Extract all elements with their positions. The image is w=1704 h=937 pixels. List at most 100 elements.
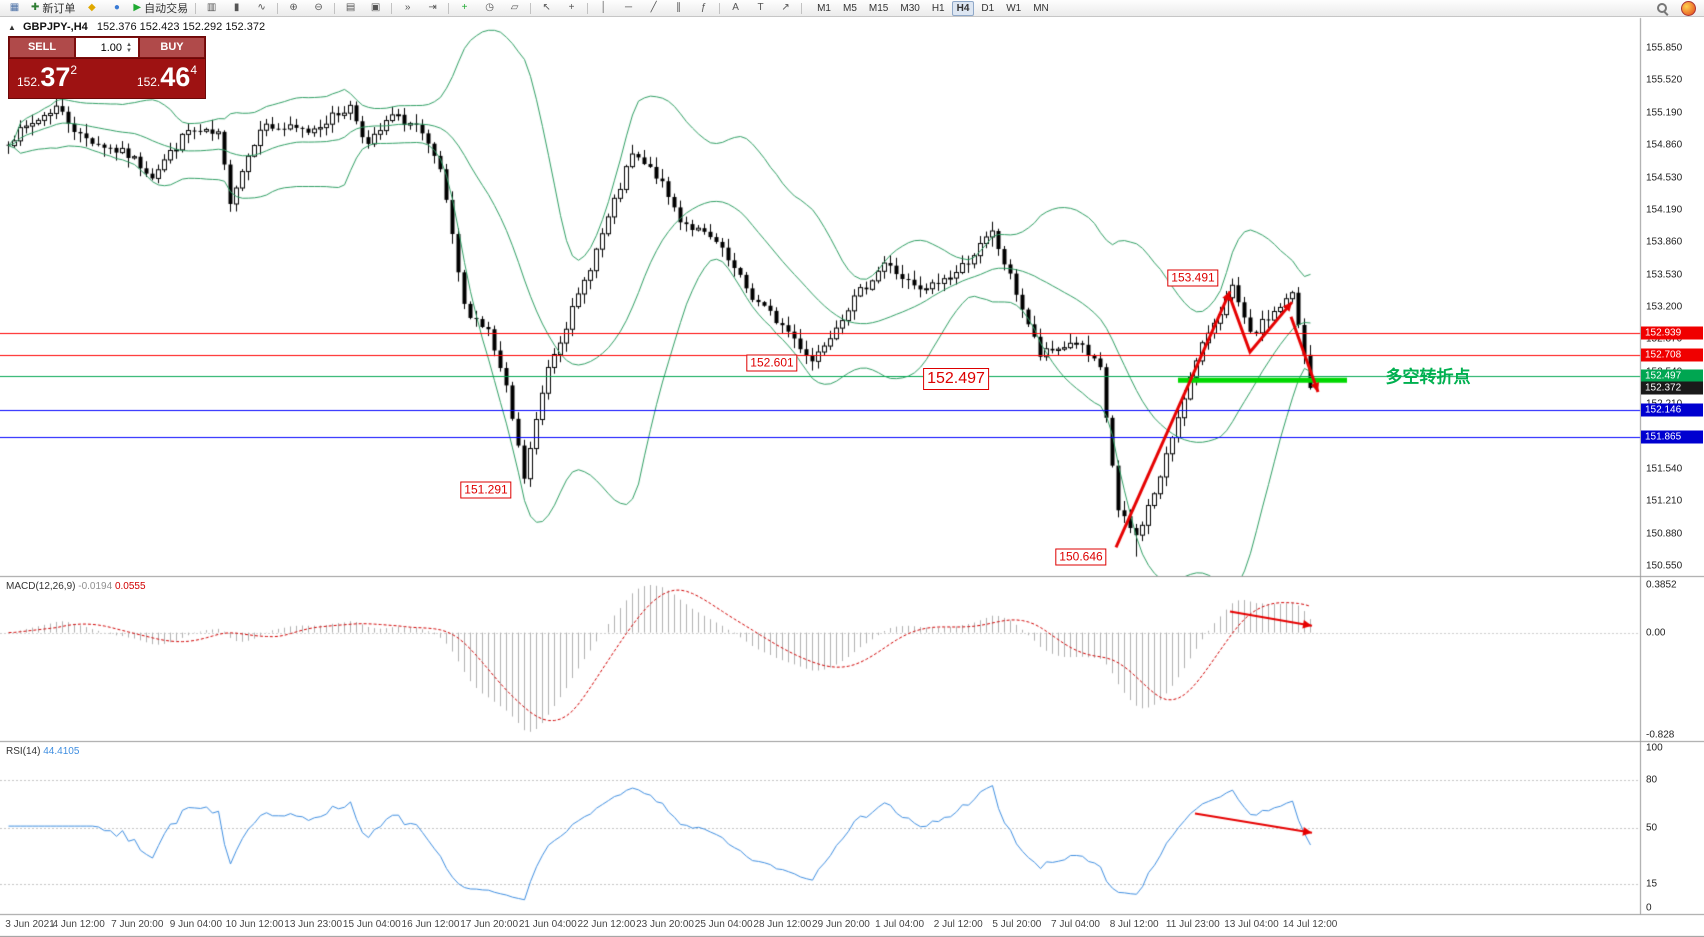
rsi-axis-label: 15: [1646, 878, 1658, 890]
fibonacci-icon[interactable]: ƒ: [692, 1, 715, 16]
price-callout[interactable]: 151.291: [460, 481, 512, 499]
main-toolbar: ▦ ✚ 新订单 ◆ ● ▶ 自动交易 ▥ ▮ ∿ ⊕ ⊖ ▤ ▣» ⇥ + ◷ ▱ ↖ + │ ─ ╱ ∥ ƒ A T ↗ M1 M5 M1…: [0, 0, 1704, 17]
price-axis-tick: 155.850: [1646, 42, 1683, 54]
horizontal-line-icon-glyph: ─: [625, 2, 633, 13]
rsi-axis-label: 0: [1646, 902, 1652, 914]
buy-price[interactable]: 152.464: [137, 62, 197, 93]
date-label: 21 Jun 04:00: [518, 919, 577, 930]
rsi-value: 44.4105: [43, 746, 80, 757]
zoom-out-icon[interactable]: ⊖: [307, 1, 330, 16]
sell-button[interactable]: SELL: [9, 37, 75, 58]
community-icon[interactable]: ●: [105, 1, 128, 16]
indicators-icon-glyph: +: [461, 2, 468, 13]
crosshair-icon[interactable]: +: [560, 1, 583, 16]
price-axis-tick: 153.200: [1646, 301, 1683, 313]
zoom-in-icon[interactable]: ⊕: [282, 1, 305, 16]
cascade-windows-icon[interactable]: ▣: [364, 1, 387, 16]
bars-chart-icon-glyph: ▥: [206, 2, 217, 13]
label-icon[interactable]: T: [749, 1, 772, 16]
timeframe-button-m30[interactable]: M30: [900, 2, 920, 14]
timeframe-button-w1[interactable]: W1: [1006, 2, 1022, 14]
date-label: 11 Jul 23:00: [1165, 919, 1220, 930]
macd-signal-value: 0.0555: [114, 581, 146, 592]
line-chart-icon[interactable]: ∿: [250, 1, 273, 16]
date-label: 13 Jun 23:00: [284, 919, 343, 930]
price-axis-tick: 153.530: [1646, 269, 1683, 281]
sell-price-sup: 2: [70, 63, 78, 77]
date-label: 13 Jul 04:00: [1224, 919, 1279, 930]
chart-window-icon[interactable]: ▦: [3, 1, 26, 16]
chart-window-icon-glyph: ▦: [9, 2, 20, 13]
timeframe-button-h4[interactable]: H4: [951, 0, 975, 16]
price-callout[interactable]: 152.497: [923, 368, 989, 391]
price-tag: 151.865: [1641, 430, 1703, 444]
auto-scroll-icon[interactable]: »: [396, 1, 419, 16]
rsi-name: RSI(14): [6, 746, 41, 757]
buy-price-big: 46: [160, 62, 191, 92]
templates-icon[interactable]: ▱: [503, 1, 526, 16]
volume-spinner[interactable]: ▲ ▼: [124, 42, 134, 54]
candles-chart-icon[interactable]: ▮: [225, 1, 248, 16]
candles-chart-icon-glyph: ▮: [233, 2, 240, 13]
new-order-button[interactable]: ✚ 新订单: [28, 1, 78, 16]
date-label: 23 Jun 20:00: [636, 919, 694, 930]
timeframe-button-h1[interactable]: H1: [931, 2, 945, 14]
one-click-collapse-icon[interactable]: ▲: [8, 23, 16, 32]
one-click-trading-panel: SELL ▲ ▼ BUY 152.372 152.464: [8, 36, 206, 99]
date-label: 2 Jul 12:00: [933, 919, 983, 930]
date-label: 28 Jun 12:00: [753, 919, 812, 930]
date-label: 29 Jun 20:00: [812, 919, 870, 930]
trendline-icon[interactable]: ╱: [642, 1, 665, 16]
arrows-tool-icon[interactable]: ↗: [774, 1, 797, 16]
indicators-icon[interactable]: +: [453, 1, 476, 16]
volume-stepper[interactable]: ▲ ▼: [75, 37, 139, 58]
channel-icon-glyph: ∥: [676, 2, 682, 13]
price-callout[interactable]: 150.646: [1055, 548, 1107, 566]
price-tag: 152.497: [1641, 369, 1703, 383]
metaeditor-icon[interactable]: ◆: [80, 1, 103, 16]
sell-price[interactable]: 152.372: [17, 62, 77, 93]
timeframe-button-m1[interactable]: M1: [817, 2, 831, 14]
bars-chart-icon[interactable]: ▥: [200, 1, 223, 16]
price-axis-tick: 154.860: [1646, 139, 1683, 151]
cascade-windows-icon-glyph: ▣: [370, 2, 381, 13]
timeframe-switcher: M1 M5 M15 M30 H1 H4 D1 W1 MN: [811, 0, 1055, 16]
chart-shift-icon[interactable]: ⇥: [421, 1, 444, 16]
search-icon[interactable]: [1656, 2, 1669, 15]
toolbar-separator: [334, 2, 336, 14]
autotrading-button[interactable]: ▶ 自动交易: [130, 1, 191, 16]
macd-axis-label: 0.00: [1646, 627, 1666, 639]
rsi-axis-label: 80: [1646, 774, 1658, 786]
rsi-axis-label: 50: [1646, 822, 1658, 834]
community-icon-glyph: ●: [113, 2, 120, 13]
price-axis-tick: 154.190: [1646, 204, 1683, 216]
price-axis-tick: 153.860: [1646, 236, 1683, 248]
periods-icon[interactable]: ◷: [478, 1, 501, 16]
timeframe-button-m15[interactable]: M15: [868, 2, 889, 14]
volume-up-icon[interactable]: ▲: [126, 41, 132, 48]
date-label: 14 Jul 12:00: [1282, 919, 1338, 930]
price-callout[interactable]: 152.601: [746, 354, 798, 372]
horizontal-line-icon[interactable]: ─: [617, 1, 640, 16]
timeframe-button-d1[interactable]: D1: [981, 2, 995, 14]
buy-button[interactable]: BUY: [139, 37, 205, 58]
fibonacci-icon-glyph: ƒ: [700, 2, 707, 13]
zoom-in-icon-glyph: ⊕: [289, 2, 298, 13]
timeframe-button-mn[interactable]: MN: [1033, 2, 1049, 14]
user-avatar-icon[interactable]: [1681, 0, 1696, 16]
price-tag: 152.372: [1641, 381, 1703, 395]
channel-icon[interactable]: ∥: [667, 1, 690, 16]
volume-input[interactable]: [76, 41, 124, 54]
price-callout[interactable]: 153.491: [1167, 269, 1219, 287]
timeframe-button-m5[interactable]: M5: [843, 2, 857, 14]
vertical-line-icon[interactable]: │: [592, 1, 615, 16]
cursor-icon[interactable]: ↖: [535, 1, 558, 16]
price-tag: 152.939: [1641, 326, 1703, 339]
turning-point-annotation[interactable]: 多空转折点: [1385, 367, 1471, 387]
tile-windows-icon[interactable]: ▤: [339, 1, 362, 16]
autotrading-button-label: 自动交易: [144, 3, 189, 15]
vertical-line-icon-glyph: │: [600, 2, 607, 13]
text-icon[interactable]: A: [724, 1, 747, 16]
volume-down-icon[interactable]: ▼: [126, 47, 132, 54]
